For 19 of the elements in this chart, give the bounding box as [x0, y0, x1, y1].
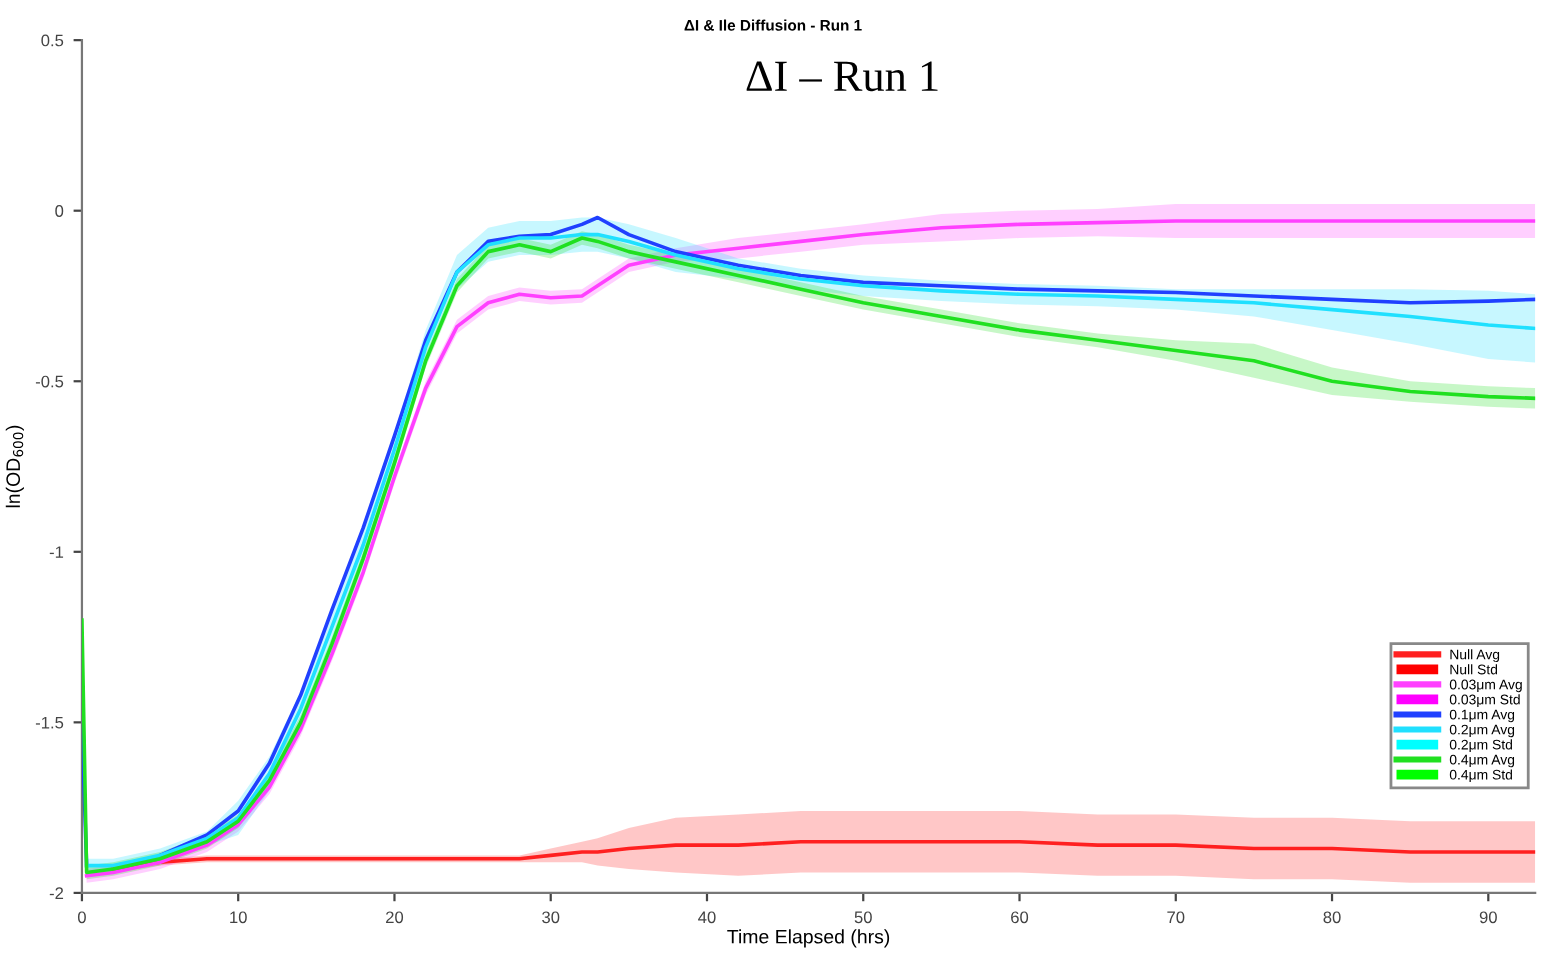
y-axis-title: ln(OD$_{600}$)	[5, 425, 24, 508]
x-tick-label: 60	[1011, 911, 1029, 924]
y-tick-label: -2	[49, 887, 64, 899]
x-tick-label: 20	[386, 911, 404, 924]
x-tick-label: 50	[854, 911, 872, 924]
x-tick-label: 0	[77, 911, 86, 924]
x-tick-label: 80	[1323, 911, 1341, 924]
y-tick-label: 0.5	[41, 34, 64, 47]
y-tick-label: -1	[49, 546, 64, 558]
y-tick-label: -0.5	[35, 375, 64, 388]
y-tick-label: 0	[55, 205, 64, 217]
x-tick-label: 40	[698, 911, 716, 924]
chart-subtitle: ΔI – Run 1	[746, 61, 938, 92]
x-axis-title: Time Elapsed (hrs)	[727, 929, 890, 948]
x-tick-label: 30	[542, 911, 560, 924]
x-tick-label: 90	[1479, 911, 1497, 924]
x-tick-label: 70	[1167, 911, 1185, 924]
y-tick-label: -1.5	[35, 716, 64, 729]
x-tick-label: 10	[230, 911, 247, 924]
